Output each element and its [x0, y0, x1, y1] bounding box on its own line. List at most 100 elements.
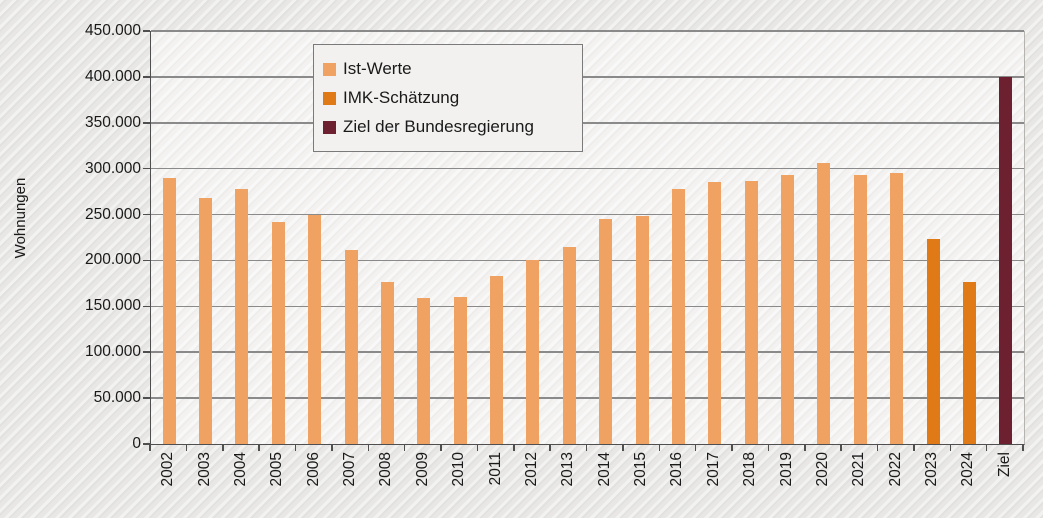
x-tick-mark	[913, 445, 915, 451]
bar-2017	[708, 182, 722, 444]
bar-2005	[271, 221, 285, 444]
y-tick-mark	[143, 305, 150, 308]
x-tick-label-2012: 2012	[522, 452, 540, 487]
x-tick-label-2009: 2009	[413, 452, 431, 487]
y-tick-label: 300.000	[84, 159, 141, 177]
bar-2019	[781, 175, 795, 444]
x-tick-mark	[804, 445, 806, 451]
y-tick-mark	[143, 30, 150, 32]
legend-label-imk: IMK-Schätzung	[343, 88, 460, 107]
gridline-400000	[151, 76, 1024, 78]
x-tick-label-2016: 2016	[668, 452, 686, 487]
x-tick-label-2011: 2011	[486, 452, 504, 486]
gridline-450000	[151, 30, 1024, 32]
y-tick-label: 150.000	[84, 297, 141, 315]
legend-item-ziel: Ziel der Bundesregierung	[323, 117, 582, 137]
y-tick-mark	[143, 259, 150, 262]
x-tick-mark	[876, 445, 879, 451]
y-tick-label: 50.000	[93, 389, 141, 407]
x-tick-mark	[367, 445, 369, 451]
bar-2006	[308, 215, 322, 444]
x-tick-label-2005: 2005	[268, 452, 286, 487]
y-tick-mark	[143, 167, 150, 170]
bar-2020	[817, 163, 831, 444]
gridline-200000	[151, 259, 1024, 262]
x-tick-mark	[476, 445, 479, 451]
gridline-300000	[151, 167, 1024, 170]
x-tick-mark	[513, 445, 515, 451]
x-tick-mark	[258, 445, 260, 451]
y-tick-label: 100.000	[84, 343, 141, 361]
bar-2003	[199, 198, 213, 444]
gridline-250000	[151, 213, 1024, 216]
bar-2018	[744, 180, 758, 444]
x-tick-label-2003: 2003	[195, 452, 213, 487]
y-tick-label: 450.000	[84, 22, 141, 39]
y-tick-mark	[143, 351, 150, 353]
bar-2002	[162, 177, 176, 444]
x-tick-mark	[403, 445, 406, 451]
bar-2016	[671, 188, 685, 444]
bar-2008	[380, 282, 394, 444]
x-tick-label-2022: 2022	[886, 452, 904, 487]
y-tick-label: 350.000	[84, 113, 141, 131]
bar-Ziel	[999, 76, 1013, 444]
bar-2023	[926, 239, 940, 444]
x-tick-label-2021: 2021	[850, 452, 868, 487]
x-tick-mark	[331, 445, 333, 451]
plot-area	[150, 30, 1025, 445]
bar-2009	[417, 298, 431, 444]
y-tick-mark	[143, 213, 150, 216]
legend-label-ziel: Ziel der Bundesregierung	[343, 117, 534, 136]
x-tick-label-2008: 2008	[377, 452, 395, 487]
x-tick-mark	[549, 445, 551, 451]
y-tick-mark	[143, 443, 150, 445]
legend-swatch-imk-icon	[323, 91, 336, 105]
legend: Ist-Werte IMK-Schätzung Ziel der Bundesreg…	[313, 44, 583, 152]
x-tick-mark	[222, 445, 224, 451]
x-tick-label-Ziel: Ziel	[995, 452, 1013, 477]
x-tick-label-2024: 2024	[959, 452, 977, 487]
x-tick-label-2018: 2018	[741, 452, 759, 487]
legend-item-ist: Ist-Werte	[323, 59, 582, 79]
x-tick-mark	[840, 445, 842, 451]
bar-2007	[344, 250, 358, 444]
x-tick-mark	[185, 445, 188, 451]
bar-2010	[453, 297, 467, 444]
x-tick-mark	[585, 445, 588, 451]
x-tick-mark	[1022, 445, 1024, 451]
x-tick-mark	[294, 445, 297, 451]
x-tick-mark	[985, 445, 988, 451]
x-tick-mark	[694, 445, 697, 451]
bar-2014	[599, 219, 613, 444]
x-tick-label-2004: 2004	[231, 452, 249, 487]
gridline-50000	[151, 397, 1024, 399]
bar-2024	[962, 281, 976, 444]
bar-2015	[635, 216, 649, 444]
legend-item-imk: IMK-Schätzung	[323, 88, 582, 108]
y-axis-title: Wohnungen	[12, 177, 29, 259]
x-tick-label-2015: 2015	[632, 452, 650, 487]
x-tick-mark	[767, 445, 770, 451]
x-tick-mark	[440, 445, 442, 451]
bar-2021	[853, 175, 867, 444]
x-tick-label-2010: 2010	[450, 452, 468, 487]
gridline-350000	[151, 122, 1024, 124]
x-tick-mark	[949, 445, 951, 451]
y-tick-mark	[143, 122, 150, 124]
y-tick-mark	[143, 397, 150, 399]
legend-swatch-ist-icon	[323, 62, 336, 76]
gridline-100000	[151, 351, 1024, 353]
x-tick-label-2023: 2023	[923, 452, 941, 487]
y-tick-label: 250.000	[84, 205, 141, 223]
x-tick-label-2014: 2014	[595, 452, 613, 487]
y-tick-mark	[143, 76, 150, 78]
x-tick-label-2019: 2019	[777, 452, 795, 487]
bar-2022	[890, 173, 904, 444]
x-tick-label-2002: 2002	[159, 452, 177, 487]
legend-swatch-ziel-icon	[323, 120, 336, 134]
x-tick-mark	[658, 445, 660, 451]
x-tick-mark	[622, 445, 624, 451]
y-tick-label: 200.000	[84, 251, 141, 269]
